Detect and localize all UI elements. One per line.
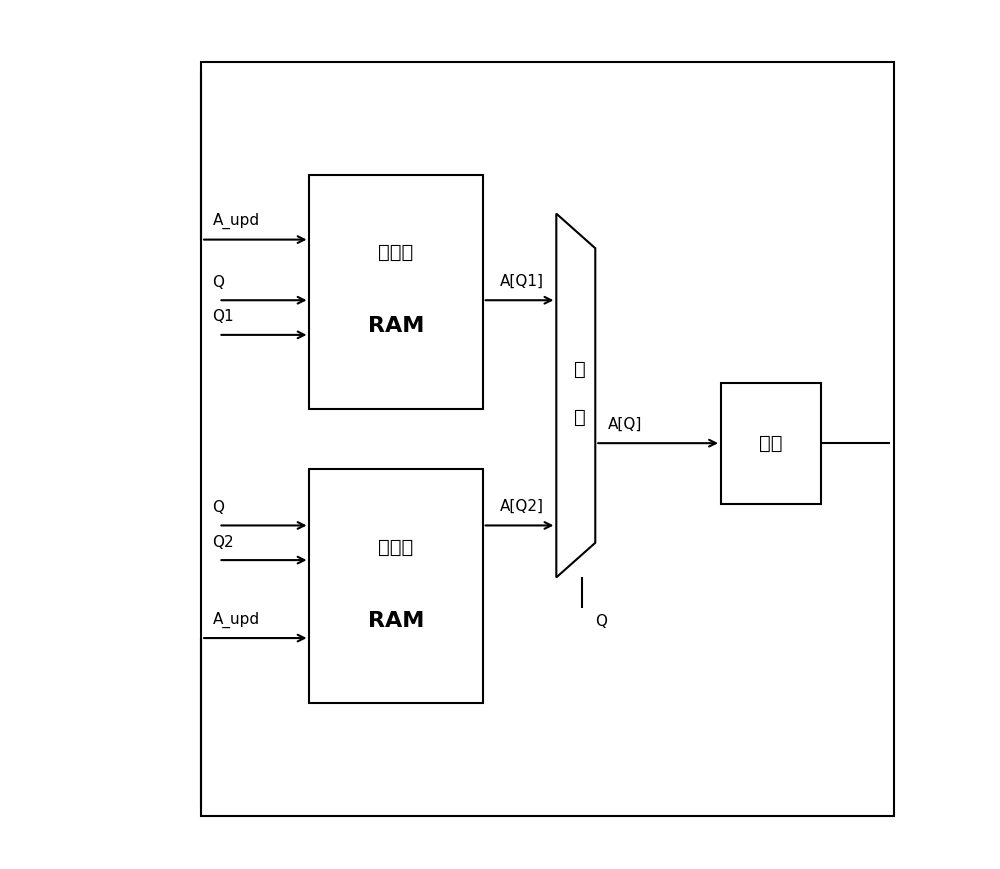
Text: RAM: RAM	[368, 316, 424, 336]
Text: Q: Q	[212, 500, 224, 515]
Text: 更新: 更新	[759, 434, 782, 453]
Bar	[721, 382, 821, 504]
Text: Q2: Q2	[212, 534, 234, 550]
Text: 双端口: 双端口	[378, 538, 414, 557]
Text: 择: 择	[574, 408, 586, 427]
Bar	[309, 469, 483, 703]
Text: 双端口: 双端口	[378, 243, 414, 262]
Text: A[Q]: A[Q]	[608, 417, 643, 432]
Text: A_upd: A_upd	[212, 213, 260, 229]
Text: A_upd: A_upd	[212, 612, 260, 627]
Text: Q: Q	[212, 275, 224, 290]
Text: Q1: Q1	[212, 309, 234, 324]
Text: Q: Q	[595, 614, 607, 629]
Bar	[309, 175, 483, 408]
Text: 选: 选	[574, 360, 586, 379]
Text: RAM: RAM	[368, 611, 424, 631]
Bar	[201, 62, 894, 816]
Text: A[Q1]: A[Q1]	[500, 274, 544, 289]
Text: A[Q2]: A[Q2]	[500, 499, 544, 514]
